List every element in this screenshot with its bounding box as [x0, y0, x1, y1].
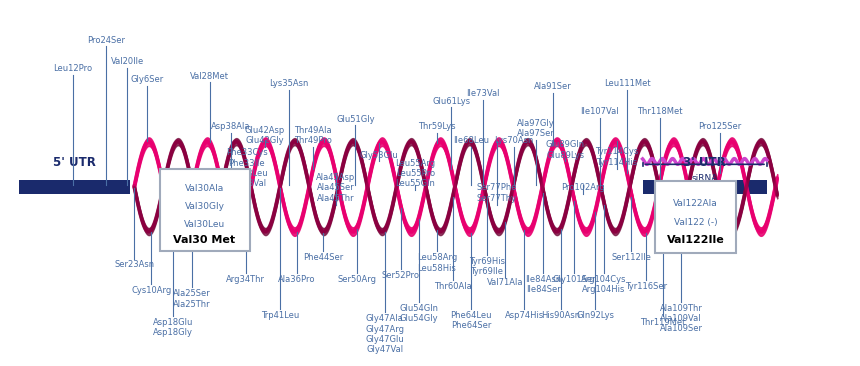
Text: His90Asn: His90Asn: [542, 311, 580, 320]
Text: Val30Gly: Val30Gly: [185, 202, 224, 211]
Text: Gly101Ser: Gly101Ser: [552, 275, 596, 284]
Text: Ile68Leu: Ile68Leu: [453, 136, 489, 145]
Text: Val122 (-): Val122 (-): [674, 218, 717, 227]
Text: Asp38Ala: Asp38Ala: [212, 122, 251, 131]
Text: Thr119Met: Thr119Met: [641, 318, 686, 327]
Text: Gln92Lys: Gln92Lys: [576, 311, 614, 320]
Text: 3' UTR: 3' UTR: [683, 156, 726, 169]
Text: 5' UTR: 5' UTR: [52, 156, 95, 169]
Text: Arg104Cys
Arg104His: Arg104Cys Arg104His: [581, 275, 627, 294]
Text: Gly53Glu: Gly53Glu: [359, 151, 398, 160]
FancyBboxPatch shape: [655, 181, 736, 253]
Text: Tyr116Ser: Tyr116Ser: [625, 282, 667, 291]
Text: Gly6Ser: Gly6Ser: [131, 75, 163, 84]
Text: Ser52Pro: Ser52Pro: [382, 271, 420, 280]
Text: Ala45Asp
Ala45Ser
Ala45Thr: Ala45Asp Ala45Ser Ala45Thr: [316, 173, 355, 203]
Text: Leu55Arg
Leu55Pro
Leu55Gln: Leu55Arg Leu55Pro Leu55Gln: [396, 158, 435, 188]
Text: Val30 Met: Val30 Met: [174, 235, 236, 244]
Text: Lys70Asn: Lys70Asn: [494, 136, 534, 145]
Text: Tyr114Cys
Tyr114His: Tyr114Cys Tyr114His: [595, 147, 638, 167]
Text: Phe64Leu
Phe64Ser: Phe64Leu Phe64Ser: [451, 311, 492, 330]
Text: Lys35Asn: Lys35Asn: [269, 79, 308, 88]
Text: Ala97Gly
Ala97Ser: Ala97Gly Ala97Ser: [518, 119, 556, 138]
Text: Val30Ala: Val30Ala: [185, 184, 224, 194]
Text: Ala25Ser
Ala25Thr: Ala25Ser Ala25Thr: [173, 289, 211, 309]
Text: Trp41Leu: Trp41Leu: [261, 311, 299, 320]
FancyBboxPatch shape: [160, 169, 249, 251]
Text: Ile73Val: Ile73Val: [466, 90, 500, 98]
Text: Gly47Ala
Gly47Arg
Gly47Glu
Gly47Val: Gly47Ala Gly47Arg Gly47Glu Gly47Val: [365, 314, 404, 355]
Text: Leu58Arg
Leu58His: Leu58Arg Leu58His: [417, 253, 457, 273]
Text: Pro125Ser: Pro125Ser: [698, 122, 741, 131]
Text: Arg34Thr: Arg34Thr: [226, 275, 265, 284]
Text: Val28Met: Val28Met: [190, 71, 230, 81]
Text: Glu54Gln
Glu54Gly: Glu54Gln Glu54Gly: [399, 303, 439, 323]
Text: Thr118Met: Thr118Met: [637, 108, 683, 116]
Text: Val122Ala: Val122Ala: [673, 199, 718, 208]
Text: Ile84Asn
Ile84Ser: Ile84Asn Ile84Ser: [525, 275, 562, 294]
Text: Ala36Pro: Ala36Pro: [279, 275, 316, 284]
Text: Val30Leu: Val30Leu: [184, 220, 225, 229]
FancyBboxPatch shape: [19, 180, 130, 194]
Text: Val20Ile: Val20Ile: [111, 57, 144, 66]
Text: Glu42Asp
Glu42Gly: Glu42Asp Glu42Gly: [244, 126, 285, 145]
Text: Leu111Met: Leu111Met: [604, 79, 650, 88]
Text: Asp74His: Asp74His: [505, 311, 544, 320]
Text: Ser50Arg: Ser50Arg: [338, 275, 377, 284]
Text: Glu61Lys: Glu61Lys: [433, 97, 470, 106]
Text: Tyr69His
Tyr69Ile: Tyr69His Tyr69Ile: [469, 257, 505, 276]
Text: Phe33Cys
Phe33Ile
Phe33Leu
Phe33Val: Phe33Cys Phe33Ile Phe33Leu Phe33Val: [225, 148, 267, 188]
FancyBboxPatch shape: [642, 180, 767, 194]
Text: Ala91Ser: Ala91Ser: [534, 82, 571, 91]
Text: Thr49Ala
Thr49Pro: Thr49Ala Thr49Pro: [293, 126, 331, 145]
Text: Ser23Asn: Ser23Asn: [114, 260, 154, 269]
Text: Val71Ala: Val71Ala: [487, 278, 524, 287]
Text: Ala120Ser: Ala120Ser: [666, 194, 709, 203]
Text: Thr60Ala: Thr60Ala: [434, 282, 472, 291]
Text: Ser112Ile: Ser112Ile: [611, 253, 651, 262]
Text: siRNA
target site: siRNA target site: [681, 174, 728, 193]
Text: Ile107Val: Ile107Val: [580, 108, 619, 116]
Text: Pro102Arg: Pro102Arg: [561, 183, 605, 192]
Text: Glu89Gln
Glu89Lys: Glu89Gln Glu89Lys: [546, 140, 585, 160]
Text: Cys10Arg: Cys10Arg: [132, 285, 171, 295]
Text: Ala109Thr
Ala109Val
Ala109Ser: Ala109Thr Ala109Val Ala109Ser: [660, 303, 703, 333]
Text: Phe44Ser: Phe44Ser: [303, 253, 343, 262]
Text: Leu12Pro: Leu12Pro: [53, 64, 92, 73]
Text: Glu51Gly: Glu51Gly: [336, 115, 375, 124]
Text: Val122Ile: Val122Ile: [666, 235, 725, 245]
Text: Pro24Ser: Pro24Ser: [87, 36, 125, 45]
Text: Thr59Lys: Thr59Lys: [418, 122, 456, 131]
Text: Asp18Glu
Asp18Gly: Asp18Glu Asp18Gly: [152, 318, 193, 337]
Text: Ser77Phe
Ser77Thy: Ser77Phe Ser77Thy: [476, 183, 517, 203]
